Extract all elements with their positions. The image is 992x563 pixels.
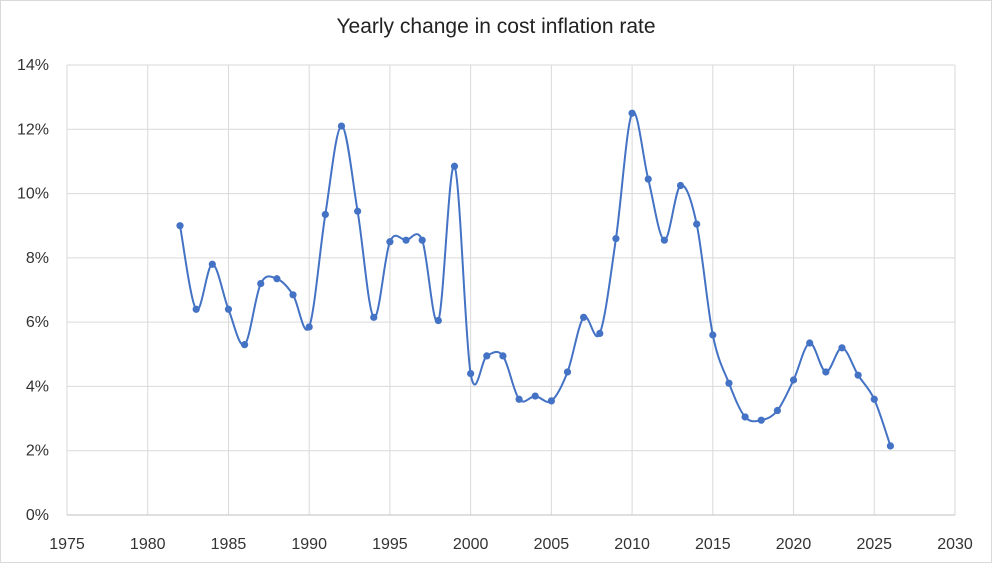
- data-point: [580, 313, 588, 321]
- data-point: [386, 238, 394, 246]
- x-tick-label: 2005: [534, 536, 570, 553]
- y-tick-label: 0%: [26, 507, 49, 524]
- y-tick-label: 4%: [26, 378, 49, 395]
- data-point: [838, 344, 846, 352]
- x-tick-label: 2015: [695, 536, 731, 553]
- data-point: [709, 331, 717, 339]
- data-point: [741, 413, 749, 421]
- x-tick-label: 2010: [614, 536, 650, 553]
- x-tick-label: 1975: [49, 536, 85, 553]
- data-point: [241, 341, 249, 349]
- data-point: [289, 291, 297, 299]
- data-point: [563, 368, 572, 376]
- data-point: [337, 122, 346, 130]
- data-point: [806, 339, 814, 347]
- x-tick-label: 1995: [372, 536, 408, 553]
- data-point: [257, 279, 265, 288]
- y-tick-label: 6%: [26, 314, 49, 331]
- data-point: [402, 236, 410, 244]
- data-point: [354, 207, 362, 215]
- data-point: [854, 371, 862, 379]
- data-point: [822, 368, 830, 376]
- data-point: [886, 442, 895, 450]
- data-point: [612, 234, 620, 243]
- data-point: [305, 323, 313, 331]
- data-point: [644, 175, 652, 183]
- data-point: [870, 395, 878, 403]
- chart-title: Yearly change in cost inflation rate: [336, 15, 656, 38]
- data-point: [628, 109, 636, 117]
- x-tick-label: 1985: [211, 536, 247, 553]
- x-tick-label: 1990: [291, 536, 327, 553]
- y-tick-label: 14%: [17, 57, 49, 74]
- data-point: [773, 406, 782, 415]
- data-point: [596, 329, 604, 337]
- data-point: [273, 275, 281, 283]
- data-point: [224, 305, 233, 313]
- data-point: [693, 220, 701, 228]
- data-point: [483, 352, 491, 360]
- data-point: [434, 316, 442, 325]
- data-point: [660, 236, 668, 244]
- data-point: [192, 305, 200, 313]
- data-point: [531, 392, 539, 400]
- data-point: [725, 379, 733, 387]
- data-point: [321, 210, 329, 219]
- y-tick-label: 2%: [26, 443, 49, 460]
- data-point: [208, 260, 216, 268]
- x-tick-label: 2000: [453, 536, 489, 553]
- data-point: [499, 352, 507, 360]
- data-point: [176, 222, 184, 230]
- data-point: [757, 416, 765, 424]
- data-point: [370, 313, 378, 321]
- x-tick-label: 1980: [130, 536, 166, 553]
- y-tick-label: 10%: [17, 186, 49, 203]
- y-tick-label: 12%: [17, 121, 49, 138]
- x-tick-label: 2020: [776, 536, 812, 553]
- y-tick-label: 8%: [26, 250, 49, 267]
- data-point: [515, 395, 523, 403]
- data-point: [547, 397, 555, 405]
- data-point: [450, 162, 459, 170]
- data-point: [676, 181, 685, 190]
- x-tick-label: 2025: [856, 536, 892, 553]
- data-point: [418, 236, 426, 244]
- x-tick-label: 2030: [937, 536, 973, 553]
- data-point: [789, 376, 798, 384]
- data-point: [467, 369, 475, 378]
